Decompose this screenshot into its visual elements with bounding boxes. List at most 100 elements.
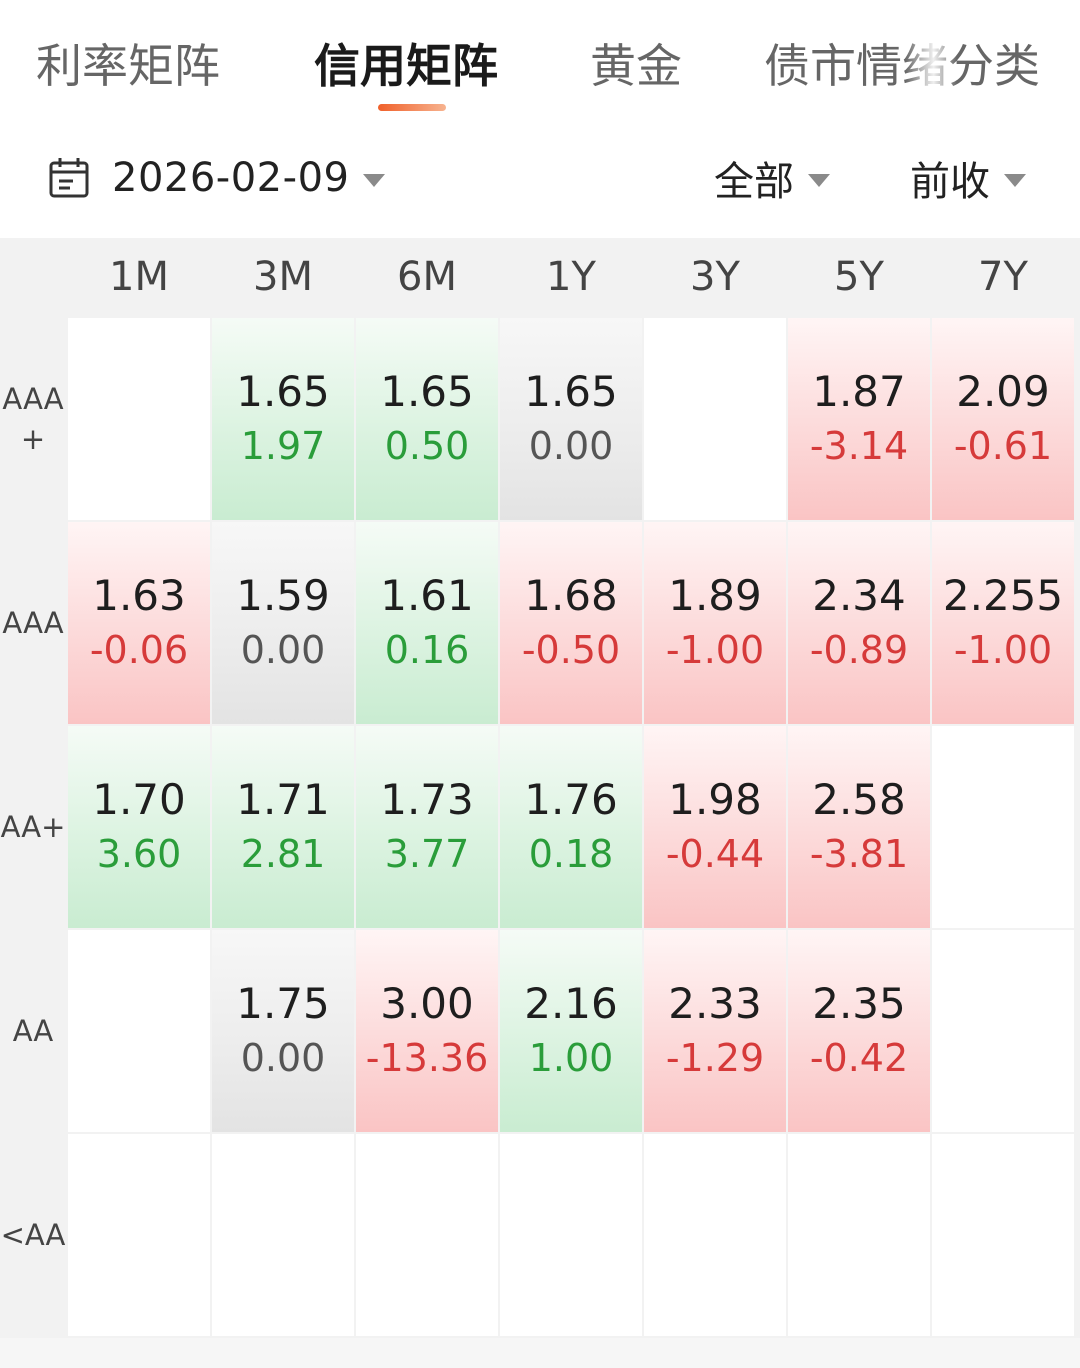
yield-value: 1.68 bbox=[524, 571, 618, 620]
change-value: 0.16 bbox=[384, 628, 470, 672]
yield-value: 1.65 bbox=[380, 367, 474, 416]
yield-value: 1.76 bbox=[524, 775, 618, 824]
tab-gold[interactable]: 黄金 bbox=[590, 39, 682, 93]
empty-cell bbox=[788, 1134, 930, 1336]
matrix-cell[interactable]: 1.98 -0.44 bbox=[644, 726, 786, 928]
change-value: 0.00 bbox=[240, 628, 326, 672]
filter-bar: 2026-02-09 全部 前收 bbox=[0, 130, 1080, 238]
yield-value: 1.75 bbox=[236, 979, 330, 1028]
tab-rate-matrix[interactable]: 利率矩阵 bbox=[36, 39, 220, 93]
empty-cell bbox=[68, 318, 210, 520]
empty-cell bbox=[212, 1134, 354, 1336]
matrix-cell[interactable]: 2.34 -0.89 bbox=[788, 522, 930, 724]
empty-cell bbox=[932, 930, 1074, 1132]
empty-cell bbox=[68, 930, 210, 1132]
yield-value: 1.65 bbox=[236, 367, 330, 416]
matrix-cell[interactable]: 1.63 -0.06 bbox=[68, 522, 210, 724]
matrix-cell[interactable]: 2.09 -0.61 bbox=[932, 318, 1074, 520]
tab-bond-sentiment[interactable]: 债市情绪分类 bbox=[764, 39, 1040, 93]
matrix-cell[interactable]: 1.68 -0.50 bbox=[500, 522, 642, 724]
empty-cell bbox=[356, 1134, 498, 1336]
matrix-cell[interactable]: 1.71 2.81 bbox=[212, 726, 354, 928]
change-value: 0.18 bbox=[528, 832, 614, 876]
row-header: AA+ bbox=[0, 726, 66, 928]
yield-value: 1.89 bbox=[668, 571, 762, 620]
yield-value: 1.65 bbox=[524, 367, 618, 416]
matrix-cell[interactable]: 2.33 -1.29 bbox=[644, 930, 786, 1132]
yield-value: 3.00 bbox=[380, 979, 474, 1028]
change-value: -3.14 bbox=[809, 424, 909, 468]
scope-label: 全部 bbox=[714, 159, 794, 205]
matrix-cell[interactable]: 2.58 -3.81 bbox=[788, 726, 930, 928]
row-header: AAA + bbox=[0, 318, 66, 520]
row-header: AA bbox=[0, 930, 66, 1132]
active-tab-indicator bbox=[378, 104, 446, 111]
matrix-cell[interactable]: 1.89 -1.00 bbox=[644, 522, 786, 724]
empty-cell bbox=[932, 726, 1074, 928]
yield-value: 1.98 bbox=[668, 775, 762, 824]
chevron-down-icon bbox=[1004, 173, 1026, 187]
yield-value: 2.16 bbox=[524, 979, 618, 1028]
column-header: 1Y bbox=[500, 238, 642, 316]
matrix-cell[interactable]: 1.73 3.77 bbox=[356, 726, 498, 928]
matrix-cell[interactable]: 3.00 -13.36 bbox=[356, 930, 498, 1132]
matrix-cell[interactable]: 1.61 0.16 bbox=[356, 522, 498, 724]
bottom-strip bbox=[0, 1338, 1080, 1368]
change-value: -0.89 bbox=[809, 628, 909, 672]
row-header: <AA bbox=[0, 1134, 66, 1336]
change-value: 3.60 bbox=[96, 832, 182, 876]
yield-value: 1.71 bbox=[236, 775, 330, 824]
row-header: AAA bbox=[0, 522, 66, 724]
matrix-cell[interactable]: 1.87 -3.14 bbox=[788, 318, 930, 520]
yield-value: 2.09 bbox=[956, 367, 1050, 416]
change-value: 0.00 bbox=[240, 1036, 326, 1080]
matrix-cell[interactable]: 1.75 0.00 bbox=[212, 930, 354, 1132]
matrix-cell[interactable]: 2.255 -1.00 bbox=[932, 522, 1074, 724]
change-value: 0.50 bbox=[384, 424, 470, 468]
basis-dropdown[interactable]: 前收 bbox=[910, 148, 1026, 208]
matrix-cell[interactable]: 1.59 0.00 bbox=[212, 522, 354, 724]
date-picker[interactable]: 2026-02-09 bbox=[48, 148, 386, 208]
matrix-cell[interactable]: 1.65 0.50 bbox=[356, 318, 498, 520]
change-value: 0.00 bbox=[528, 424, 614, 468]
change-value: 3.77 bbox=[384, 832, 470, 876]
yield-value: 2.33 bbox=[668, 979, 762, 1028]
matrix-cell[interactable]: 1.65 1.97 bbox=[212, 318, 354, 520]
calendar-icon bbox=[48, 157, 90, 199]
yield-value: 2.255 bbox=[942, 571, 1064, 620]
empty-cell bbox=[644, 1134, 786, 1336]
matrix-cell[interactable]: 1.65 0.00 bbox=[500, 318, 642, 520]
change-value: -0.50 bbox=[521, 628, 621, 672]
tab-credit-matrix[interactable]: 信用矩阵 bbox=[314, 39, 498, 93]
column-header: 5Y bbox=[788, 238, 930, 316]
chevron-down-icon bbox=[808, 173, 830, 187]
matrix-cell[interactable]: 2.16 1.00 bbox=[500, 930, 642, 1132]
matrix-cell[interactable]: 2.35 -0.42 bbox=[788, 930, 930, 1132]
basis-label: 前收 bbox=[910, 159, 990, 205]
yield-value: 1.70 bbox=[92, 775, 186, 824]
change-value: 1.97 bbox=[240, 424, 326, 468]
selected-date: 2026-02-09 bbox=[112, 155, 350, 201]
change-value: -3.81 bbox=[809, 832, 909, 876]
yield-value: 1.61 bbox=[380, 571, 474, 620]
change-value: -0.42 bbox=[809, 1036, 909, 1080]
scope-dropdown[interactable]: 全部 bbox=[714, 148, 830, 208]
empty-cell bbox=[500, 1134, 642, 1336]
change-value: 2.81 bbox=[240, 832, 326, 876]
matrix-cell[interactable]: 1.70 3.60 bbox=[68, 726, 210, 928]
empty-cell bbox=[932, 1134, 1074, 1336]
column-header: 6M bbox=[356, 238, 498, 316]
tab-bar: 利率矩阵 信用矩阵 黄金 债市情绪分类 bbox=[0, 0, 1080, 130]
change-value: -13.36 bbox=[365, 1036, 489, 1080]
yield-value: 2.34 bbox=[812, 571, 906, 620]
yield-value: 1.87 bbox=[812, 367, 906, 416]
column-header: 3Y bbox=[644, 238, 786, 316]
yield-value: 1.63 bbox=[92, 571, 186, 620]
matrix-cell[interactable]: 1.76 0.18 bbox=[500, 726, 642, 928]
column-header: 7Y bbox=[932, 238, 1074, 316]
matrix-corner bbox=[0, 238, 66, 316]
chevron-down-icon bbox=[363, 173, 386, 187]
yield-value: 1.59 bbox=[236, 571, 330, 620]
change-value: -0.44 bbox=[665, 832, 765, 876]
change-value: -0.06 bbox=[89, 628, 189, 672]
